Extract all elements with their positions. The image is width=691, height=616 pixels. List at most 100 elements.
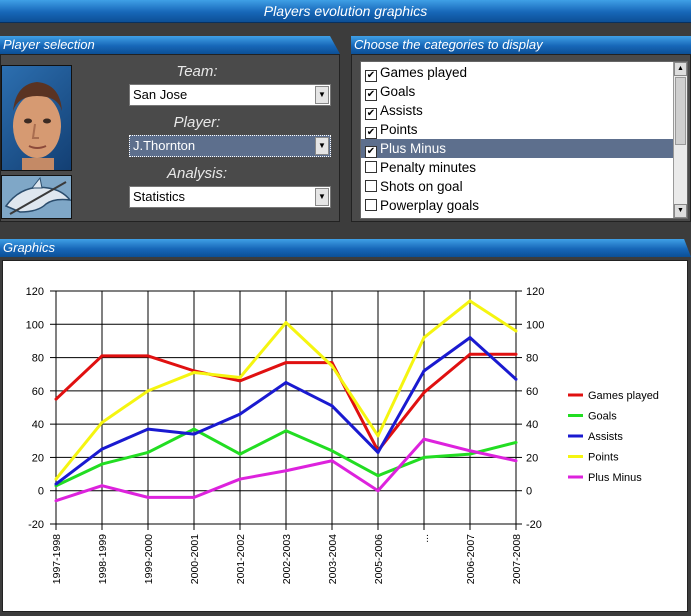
data-point (330, 364, 334, 368)
data-point (422, 437, 426, 441)
x-tick-label: 1998-1999 (97, 534, 109, 584)
y-tick-label-right: 40 (526, 419, 538, 431)
x-tick-label: 2002-2003 (281, 534, 293, 584)
data-point (376, 474, 380, 478)
category-item[interactable]: ✔ Goals (361, 82, 687, 101)
analysis-select[interactable]: Statistics ▼ (129, 186, 331, 208)
data-point (422, 391, 426, 395)
data-point (376, 450, 380, 454)
chart-container: -20 -20 0 0 20 20 40 40 60 60 80 80 100 100 120 120 1997… (2, 260, 688, 612)
player-photo (1, 65, 72, 171)
data-point (514, 459, 518, 463)
player-select-value: J.Thornton (133, 138, 196, 153)
scroll-thumb[interactable] (675, 77, 686, 145)
data-point (468, 299, 472, 303)
x-tick-label: 2006-2007 (465, 534, 477, 584)
data-point (468, 336, 472, 340)
data-point (192, 371, 196, 375)
chevron-down-icon[interactable]: ▼ (315, 188, 329, 206)
data-point (514, 329, 518, 333)
y-tick-label-left: 40 (32, 419, 44, 431)
legend-label: Games played (588, 390, 659, 402)
data-point (284, 429, 288, 433)
y-tick-label-right: 20 (526, 452, 538, 464)
checkbox-unchecked-icon[interactable] (365, 180, 377, 192)
player-selection-panel: Team: San Jose ▼ Player: J.Thornton ▼ An… (0, 54, 340, 222)
graphics-tab: Graphics (0, 239, 691, 257)
data-point (146, 354, 150, 358)
analysis-select-value: Statistics (133, 189, 186, 204)
category-item[interactable]: Penalty minutes (361, 158, 687, 177)
data-point (238, 477, 242, 481)
y-tick-label-left: 80 (32, 353, 44, 365)
category-item-label: Points (380, 122, 418, 137)
data-point (54, 499, 58, 503)
data-point (330, 449, 334, 453)
data-point (422, 455, 426, 459)
chevron-down-icon[interactable]: ▼ (315, 137, 329, 155)
y-tick-label-right: 120 (526, 286, 544, 298)
y-tick-label-right: 60 (526, 386, 538, 398)
y-tick-label-left: 60 (32, 386, 44, 398)
x-tick-label: ... (419, 534, 431, 543)
category-item[interactable]: ✔ Points (361, 120, 687, 139)
data-point (238, 379, 242, 383)
data-point (54, 397, 58, 401)
category-item[interactable]: ✔ Games played (361, 63, 687, 82)
team-select[interactable]: San Jose ▼ (129, 84, 331, 106)
data-point (284, 469, 288, 473)
category-item-label: Games played (380, 65, 468, 80)
data-point (284, 361, 288, 365)
x-tick-label: 1999-2000 (143, 534, 155, 584)
data-point (146, 450, 150, 454)
y-tick-label-right: 100 (526, 319, 544, 331)
legend-label: Goals (588, 411, 617, 423)
category-item-label: Powerplay goals (380, 198, 480, 213)
data-point (468, 352, 472, 356)
checkbox-unchecked-icon[interactable] (365, 161, 377, 173)
data-point (238, 376, 242, 380)
category-item[interactable]: Shots on goal (361, 177, 687, 196)
y-tick-label-right: 0 (526, 486, 532, 498)
scroll-up-icon[interactable]: ▲ (674, 62, 687, 76)
player-selection-tab: Player selection (0, 36, 340, 54)
player-select[interactable]: J.Thornton ▼ (129, 135, 331, 157)
data-point (100, 447, 104, 451)
checkbox-checked-icon[interactable]: ✔ (365, 108, 377, 120)
category-item-label: Goals (380, 84, 416, 99)
checkbox-checked-icon[interactable]: ✔ (365, 89, 377, 101)
data-point (514, 377, 518, 381)
data-point (330, 459, 334, 463)
checkbox-checked-icon[interactable]: ✔ (365, 146, 377, 158)
checkbox-checked-icon[interactable]: ✔ (365, 70, 377, 82)
list-scrollbar[interactable]: ▲ ▼ (673, 62, 687, 218)
y-tick-label-left: 20 (32, 452, 44, 464)
checkbox-checked-icon[interactable]: ✔ (365, 127, 377, 139)
player-face-icon (13, 82, 62, 170)
graphics-tab-label: Graphics (3, 240, 56, 255)
team-select-value: San Jose (133, 87, 188, 102)
chevron-down-icon[interactable]: ▼ (315, 86, 329, 104)
categories-tab-label: Choose the categories to display (354, 37, 543, 52)
categories-list[interactable]: ✔ Games played ✔ Goals ✔ Assists ✔ Points ✔ Plus … (360, 61, 688, 219)
data-point (100, 462, 104, 466)
category-item[interactable]: ✔ Plus Minus (361, 139, 687, 158)
category-item[interactable]: ✔ Assists (361, 101, 687, 120)
team-label: Team: (176, 63, 218, 80)
scroll-down-icon[interactable]: ▼ (674, 204, 687, 218)
checkbox-unchecked-icon[interactable] (365, 199, 377, 211)
analysis-label: Analysis: (166, 165, 228, 182)
legend-label: Points (588, 452, 619, 464)
team-logo (1, 175, 72, 219)
categories-tab: Choose the categories to display (351, 36, 691, 54)
data-point (376, 489, 380, 493)
data-point (146, 389, 150, 393)
y-tick-label-right: 80 (526, 353, 538, 365)
data-point (422, 336, 426, 340)
data-point (100, 354, 104, 358)
player-label: Player: (173, 114, 221, 131)
data-point (54, 482, 58, 486)
data-point (330, 404, 334, 408)
category-item[interactable]: Powerplay goals (361, 196, 687, 215)
shark-logo-icon (4, 176, 71, 215)
